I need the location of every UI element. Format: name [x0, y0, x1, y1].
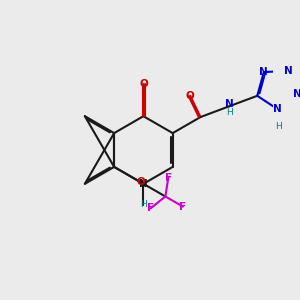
Text: N: N [225, 99, 234, 109]
Text: N: N [139, 179, 148, 189]
Text: H: H [226, 108, 233, 117]
Text: H: H [140, 200, 147, 209]
Text: F: F [165, 173, 172, 183]
Text: O: O [139, 79, 148, 89]
Text: H: H [275, 122, 282, 131]
Text: O: O [136, 177, 145, 187]
Text: N: N [273, 104, 282, 114]
Text: F: F [179, 202, 187, 212]
Text: N: N [260, 67, 268, 77]
Text: N: N [293, 89, 300, 99]
Text: F: F [147, 203, 154, 213]
Text: N: N [284, 66, 293, 76]
Text: O: O [186, 91, 194, 101]
